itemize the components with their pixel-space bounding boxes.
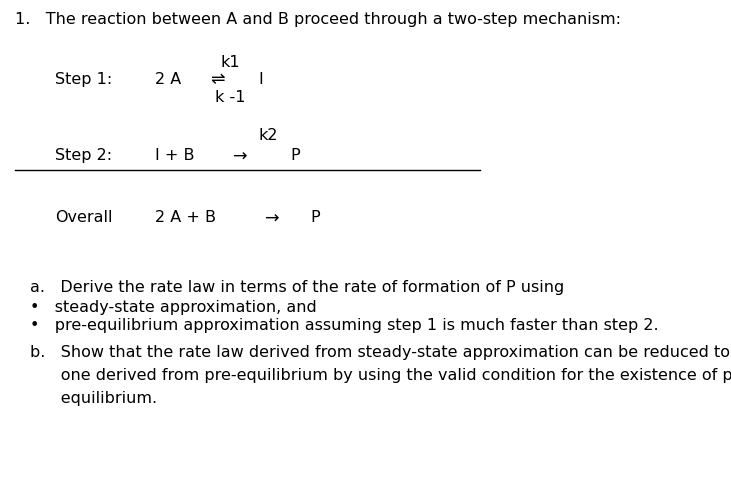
Text: →: → bbox=[265, 210, 279, 228]
Text: →: → bbox=[233, 148, 248, 166]
Text: •   pre-equilibrium approximation assuming step 1 is much faster than step 2.: • pre-equilibrium approximation assuming… bbox=[30, 318, 659, 333]
Text: ⇌: ⇌ bbox=[210, 70, 224, 88]
Text: P: P bbox=[290, 148, 300, 163]
Text: one derived from pre-equilibrium by using the valid condition for the existence : one derived from pre-equilibrium by usin… bbox=[30, 368, 731, 383]
Text: b.   Show that the rate law derived from steady-state approximation can be reduc: b. Show that the rate law derived from s… bbox=[30, 345, 731, 360]
Text: k1: k1 bbox=[220, 55, 240, 70]
Text: •   steady-state approximation, and: • steady-state approximation, and bbox=[30, 300, 317, 315]
Text: 2 A + B: 2 A + B bbox=[155, 210, 216, 225]
Text: I + B: I + B bbox=[155, 148, 194, 163]
Text: I: I bbox=[258, 72, 262, 87]
Text: 2 A: 2 A bbox=[155, 72, 181, 87]
Text: Overall: Overall bbox=[55, 210, 113, 225]
Text: Step 2:: Step 2: bbox=[55, 148, 112, 163]
Text: a.   Derive the rate law in terms of the rate of formation of P using: a. Derive the rate law in terms of the r… bbox=[30, 280, 564, 295]
Text: k2: k2 bbox=[258, 128, 278, 143]
Text: k -1: k -1 bbox=[215, 90, 245, 105]
Text: P: P bbox=[310, 210, 319, 225]
Text: Step 1:: Step 1: bbox=[55, 72, 113, 87]
Text: equilibrium.: equilibrium. bbox=[30, 391, 157, 406]
Text: 1.   The reaction between A and B proceed through a two-step mechanism:: 1. The reaction between A and B proceed … bbox=[15, 12, 621, 27]
